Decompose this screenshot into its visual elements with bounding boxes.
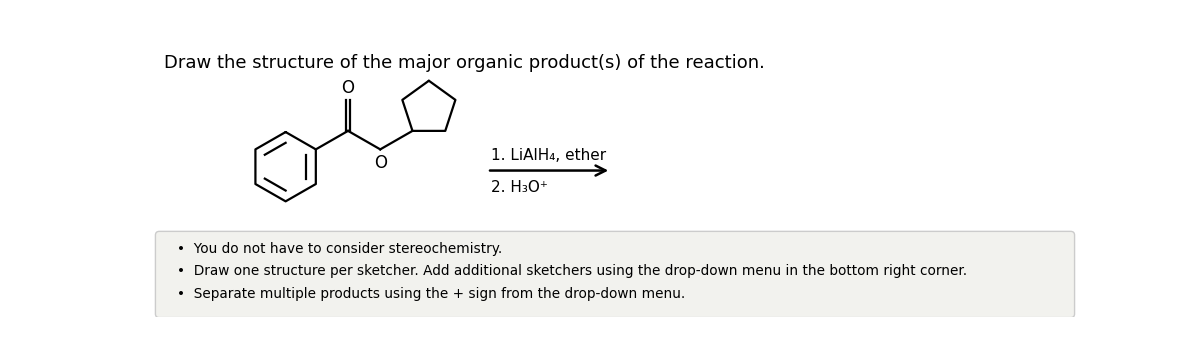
- Text: •  You do not have to consider stereochemistry.: • You do not have to consider stereochem…: [178, 242, 503, 256]
- FancyBboxPatch shape: [156, 231, 1074, 318]
- Text: 1. LiAlH₄, ether: 1. LiAlH₄, ether: [491, 148, 606, 163]
- Text: O: O: [342, 79, 354, 97]
- Text: O: O: [374, 154, 388, 172]
- Text: •  Draw one structure per sketcher. Add additional sketchers using the drop-down: • Draw one structure per sketcher. Add a…: [178, 264, 967, 278]
- Text: Draw the structure of the major organic product(s) of the reaction.: Draw the structure of the major organic …: [164, 53, 764, 72]
- Text: 2. H₃O⁺: 2. H₃O⁺: [491, 180, 548, 195]
- Text: •  Separate multiple products using the + sign from the drop-down menu.: • Separate multiple products using the +…: [178, 287, 685, 301]
